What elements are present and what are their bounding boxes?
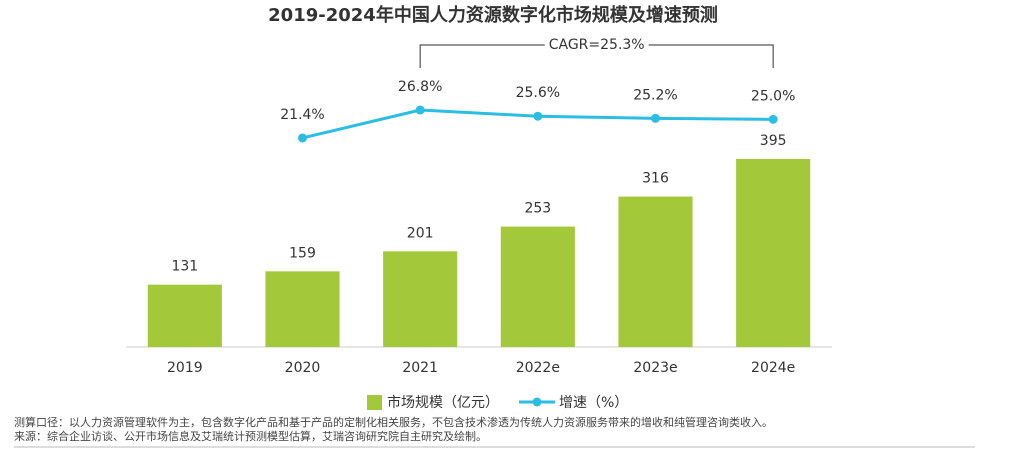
data-label: 316 [642,171,669,187]
line-point [651,113,660,123]
legend-label: 增速（%） [559,395,628,411]
x-tick-label: 2023e [633,360,677,376]
line-point [768,114,778,124]
x-tick-label: 2022e [516,360,560,376]
bar [736,158,811,347]
line-point [415,105,425,115]
note: 测算口径：以人力资源管理软件为主，包含数字化产品和基于产品的定制化相关服务，不包… [14,415,773,429]
x-tick-label: 2021 [402,360,438,376]
data-label: 253 [524,201,551,217]
bar [383,251,458,347]
line-point [298,133,307,143]
data-label: 21.4% [280,107,324,123]
data-label: 26.8% [398,79,442,95]
x-tick-label: 2019 [167,360,203,376]
data-label: 159 [289,245,316,261]
bar [147,284,222,347]
annotation: CAGR=25.3% [549,37,645,53]
data-label: 201 [407,225,434,241]
bar [618,196,693,347]
legend-label: 市场规模（亿元） [387,394,499,411]
line-point [533,111,543,121]
x-tick-label: 2024e [751,360,795,376]
chart-title: 2019-2024年中国人力资源数字化市场规模及增速预测 [268,4,718,26]
legend-swatch [532,397,542,407]
data-label: 25.0% [751,88,795,104]
data-label: 131 [171,259,198,275]
data-label: 395 [760,133,787,149]
bar [500,226,575,347]
note: 来源：综合企业访谈、公开市场信息及艾瑞统计预测模型估算，艾瑞咨询研究院自主研究及… [14,429,487,443]
x-tick-label: 2020 [285,360,321,376]
data-label: 25.2% [633,87,677,103]
data-label: 25.6% [516,85,560,101]
legend-swatch [367,395,382,410]
bracket [419,44,774,68]
bar [265,271,340,347]
